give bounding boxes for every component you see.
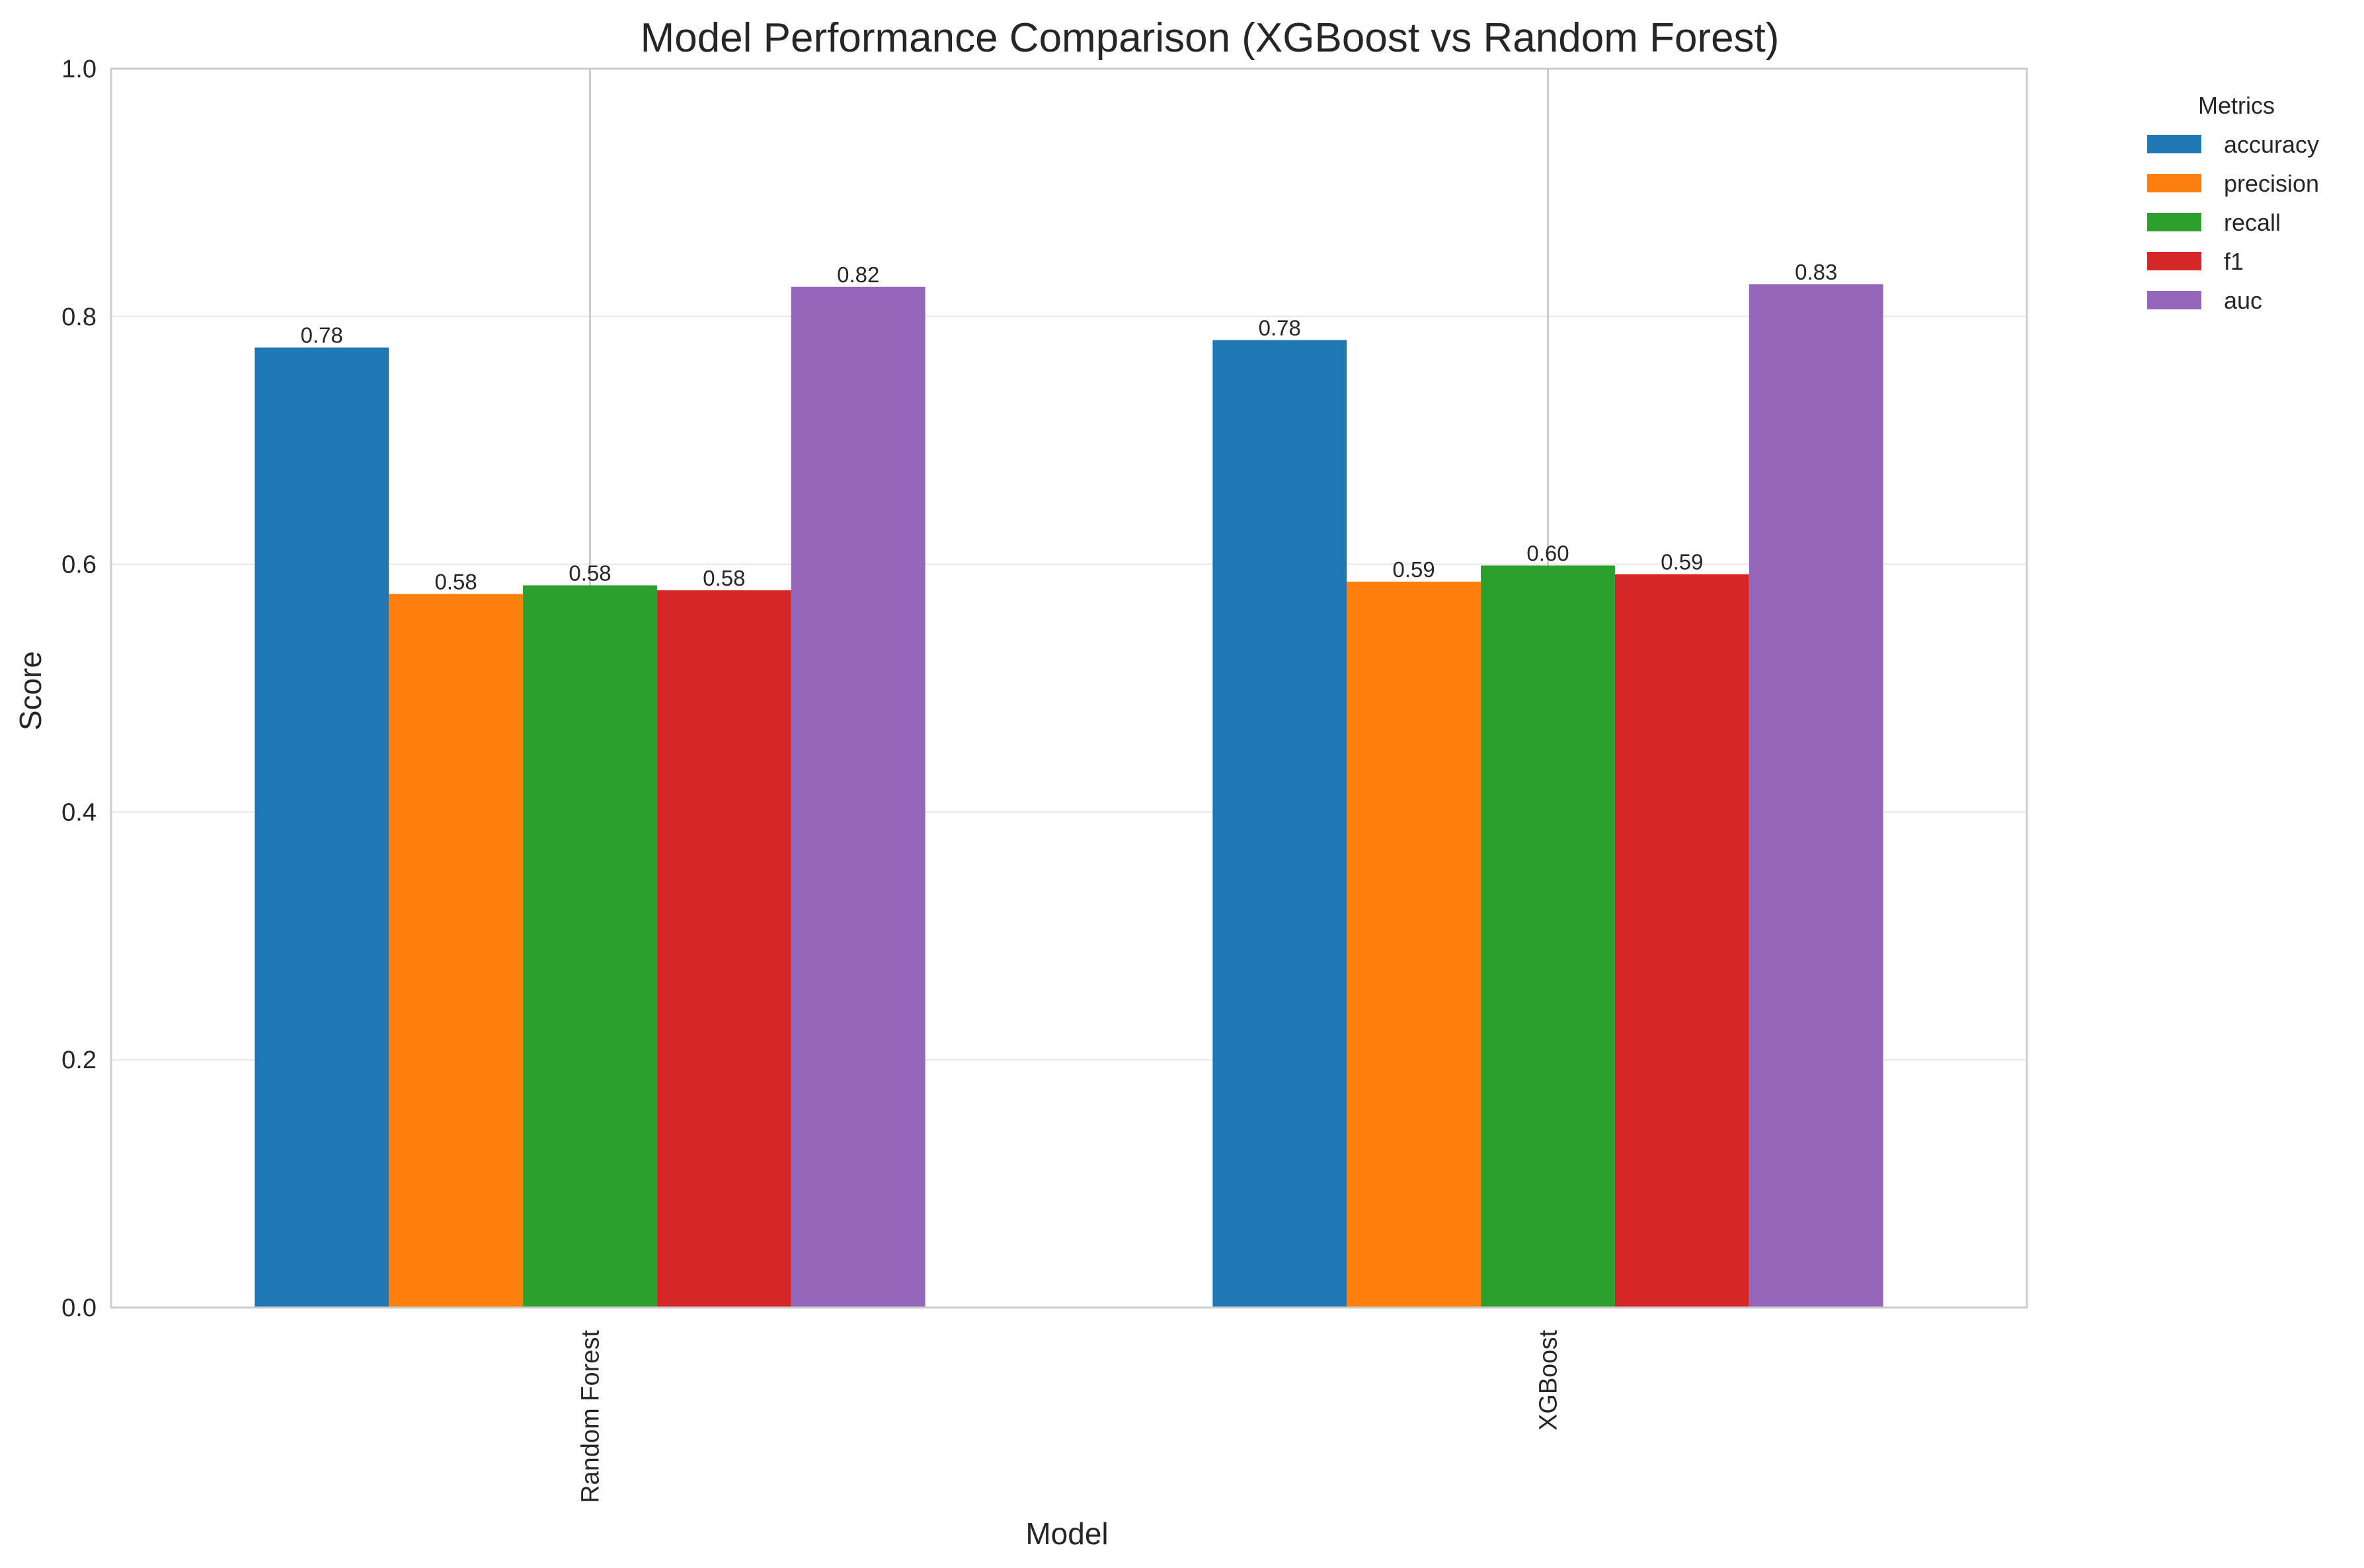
data-label: 0.83 — [1795, 260, 1837, 284]
legend-label-recall: recall — [2224, 209, 2281, 236]
y-tick-label: 0.2 — [61, 1046, 97, 1074]
legend-swatch-precision — [2147, 174, 2201, 192]
legend-label-auc: auc — [2224, 287, 2262, 314]
data-label: 0.60 — [1526, 541, 1569, 565]
bar-precision — [389, 594, 524, 1308]
legend-title: Metrics — [2198, 92, 2275, 119]
data-label: 0.58 — [703, 566, 745, 590]
chart-title: Model Performance Comparison (XGBoost vs… — [641, 15, 1780, 61]
data-label: 0.82 — [837, 262, 879, 287]
bar-recall — [1481, 565, 1615, 1308]
data-label: 0.78 — [301, 323, 343, 348]
y-tick-label: 1.0 — [61, 56, 97, 83]
y-tick-label: 0.6 — [61, 551, 97, 579]
x-tick-label: XGBoost — [1535, 1330, 1563, 1431]
legend-label-precision: precision — [2224, 170, 2319, 197]
legend-swatch-auc — [2147, 291, 2201, 309]
bar-f1 — [656, 590, 791, 1308]
plot-frame — [110, 67, 2028, 1309]
y-ticks: 0.0 0.2 0.4 0.6 0.8 1.0 — [61, 56, 97, 1322]
bars — [255, 284, 1883, 1308]
data-label: 0.58 — [435, 570, 477, 594]
data-label: 0.78 — [1259, 315, 1301, 340]
data-labels: 0.78 0.58 0.58 0.58 0.82 0.78 0.59 0.60 0.59 0.83 — [301, 260, 1838, 594]
x-ticks: Random Forest XGBoost — [577, 1330, 1563, 1503]
bar-precision — [1347, 581, 1481, 1308]
legend-swatch-accuracy — [2147, 135, 2201, 153]
y-tick-label: 0.0 — [61, 1294, 97, 1322]
bar-auc — [1749, 284, 1883, 1308]
data-label: 0.59 — [1661, 550, 1703, 574]
legend: Metrics accuracy precision recall f1 auc — [2147, 92, 2319, 314]
legend-label-f1: f1 — [2224, 248, 2244, 275]
legend-swatch-f1 — [2147, 252, 2201, 270]
bar-f1 — [1614, 574, 1749, 1308]
bar-accuracy — [1212, 340, 1347, 1308]
bar-auc — [791, 286, 926, 1308]
y-tick-label: 0.4 — [61, 799, 97, 826]
x-axis-label: Model — [1025, 1516, 1108, 1551]
x-tick-label: Random Forest — [577, 1330, 605, 1503]
data-label: 0.58 — [569, 561, 611, 585]
bar-accuracy — [255, 347, 389, 1308]
legend-label-accuracy: accuracy — [2224, 131, 2319, 158]
bar-recall — [523, 585, 657, 1308]
y-tick-label: 0.8 — [61, 303, 97, 331]
legend-swatch-recall — [2147, 213, 2201, 231]
y-axis-label: Score — [13, 651, 48, 730]
data-label: 0.59 — [1393, 557, 1435, 582]
